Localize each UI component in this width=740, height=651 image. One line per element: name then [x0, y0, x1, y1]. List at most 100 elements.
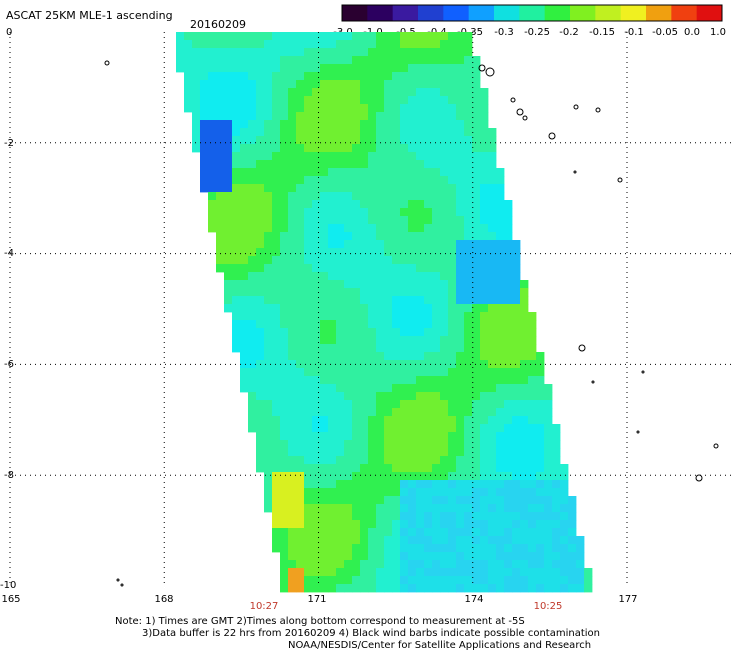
data-cell	[280, 200, 289, 209]
data-cell	[376, 336, 385, 345]
data-cell	[272, 512, 281, 521]
data-cell	[416, 64, 425, 73]
data-cell	[376, 232, 385, 241]
data-cell	[288, 456, 297, 465]
colorbar-swatch	[582, 5, 590, 21]
data-cell	[336, 344, 345, 353]
data-cell	[336, 232, 345, 241]
data-cell	[536, 392, 545, 401]
data-cell	[336, 352, 345, 361]
data-cell	[496, 312, 505, 321]
data-cell	[352, 272, 361, 281]
data-cell	[280, 96, 289, 105]
data-cell	[408, 320, 417, 329]
data-cell	[320, 224, 329, 233]
data-cell	[560, 464, 569, 473]
data-cell	[528, 376, 537, 385]
data-cell	[200, 144, 209, 153]
data-cell	[336, 376, 345, 385]
data-cell	[480, 496, 489, 505]
data-cell	[256, 320, 265, 329]
data-cell	[360, 536, 369, 545]
data-cell	[344, 224, 353, 233]
data-cell	[360, 560, 369, 569]
data-cell	[408, 56, 417, 65]
data-cell	[240, 352, 249, 361]
data-cell	[256, 344, 265, 353]
data-cell	[496, 224, 505, 233]
data-cell	[392, 296, 401, 305]
data-cell	[240, 224, 249, 233]
data-cell	[392, 312, 401, 321]
data-cell	[368, 424, 377, 433]
data-cell	[472, 208, 481, 217]
data-cell	[480, 544, 489, 553]
data-cell	[400, 64, 409, 73]
data-cell	[400, 376, 409, 385]
data-cell	[320, 192, 329, 201]
data-cell	[480, 296, 489, 305]
data-cell	[472, 544, 481, 553]
data-cell	[296, 168, 305, 177]
data-cell	[456, 88, 465, 97]
data-cell	[344, 232, 353, 241]
data-cell	[288, 72, 297, 81]
data-cell	[328, 104, 337, 113]
data-cell	[376, 344, 385, 353]
data-cell	[440, 400, 449, 409]
data-cell	[448, 288, 457, 297]
data-cell	[248, 112, 257, 121]
data-cell	[576, 552, 585, 561]
data-cell	[280, 56, 289, 65]
data-cell	[336, 64, 345, 73]
data-cell	[352, 120, 361, 129]
data-cell	[352, 448, 361, 457]
data-cell	[440, 368, 449, 377]
data-cell	[256, 232, 265, 241]
data-cell	[344, 80, 353, 89]
data-cell	[416, 120, 425, 129]
data-cell	[376, 312, 385, 321]
data-cell	[312, 472, 321, 481]
data-cell	[456, 152, 465, 161]
data-cell	[520, 560, 529, 569]
data-cell	[504, 400, 513, 409]
data-cell	[520, 520, 529, 529]
data-cell	[440, 480, 449, 489]
data-cell	[520, 304, 529, 313]
data-cell	[376, 264, 385, 273]
data-cell	[320, 360, 329, 369]
data-cell	[416, 384, 425, 393]
data-cell	[248, 168, 257, 177]
data-cell	[232, 248, 241, 257]
data-cell	[256, 432, 265, 441]
data-cell	[304, 336, 313, 345]
data-cell	[320, 80, 329, 89]
data-cell	[448, 376, 457, 385]
data-cell	[320, 272, 329, 281]
data-cell	[296, 328, 305, 337]
data-cell	[536, 408, 545, 417]
data-cell	[392, 112, 401, 121]
data-cell	[272, 232, 281, 241]
data-cell	[456, 144, 465, 153]
data-cell	[296, 416, 305, 425]
data-cell	[480, 104, 489, 113]
data-cell	[264, 488, 273, 497]
data-cell	[360, 64, 369, 73]
data-cell	[256, 80, 265, 89]
colorbar-swatch	[475, 5, 482, 21]
data-cell	[256, 240, 265, 249]
data-cell	[424, 472, 433, 481]
data-cell	[328, 152, 337, 161]
data-cell	[272, 440, 281, 449]
colorbar-swatch	[532, 5, 539, 21]
data-cell	[200, 32, 209, 41]
data-cell	[408, 64, 417, 73]
data-cell	[400, 56, 409, 65]
data-cell	[280, 368, 289, 377]
data-cell	[360, 440, 369, 449]
data-cell	[256, 192, 265, 201]
data-cell	[208, 64, 217, 73]
data-cell	[224, 104, 233, 113]
